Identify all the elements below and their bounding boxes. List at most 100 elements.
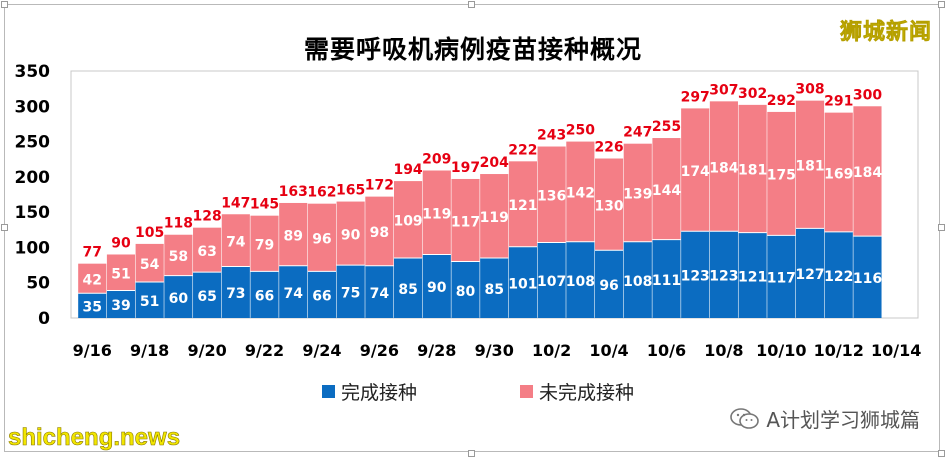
data-label-incomplete: 89 — [283, 228, 302, 244]
data-label-incomplete: 184 — [709, 160, 738, 176]
x-tick-label: 10/6 — [647, 341, 686, 360]
chart-legend: 完成接种 未完成接种 — [0, 378, 946, 404]
data-label-completed: 74 — [283, 286, 303, 302]
bar-incomplete — [480, 174, 509, 259]
y-tick-label: 200 — [15, 168, 51, 188]
y-tick-label: 250 — [15, 133, 51, 153]
data-label-total: 145 — [250, 197, 279, 213]
wechat-icon — [730, 407, 760, 429]
bar-completed — [394, 258, 423, 318]
data-label-incomplete: 119 — [422, 206, 451, 222]
bar-incomplete — [795, 100, 825, 229]
bar-completed — [709, 231, 738, 318]
data-label-completed: 111 — [652, 273, 681, 289]
data-label-completed: 90 — [427, 280, 447, 296]
resize-handle-top-right[interactable] — [938, 1, 945, 8]
bar-incomplete — [193, 227, 222, 273]
bar-incomplete — [394, 181, 423, 259]
bar-completed — [767, 235, 796, 318]
bar-incomplete — [537, 146, 566, 243]
data-label-completed: 117 — [767, 271, 796, 287]
data-label-completed: 116 — [853, 271, 882, 287]
data-label-total: 209 — [422, 152, 451, 168]
bar-incomplete — [738, 104, 767, 233]
wechat-account-name: A计划学习狮城篇 — [766, 408, 920, 432]
data-label-total: 118 — [164, 216, 193, 232]
source-watermark: shicheng.news — [8, 424, 181, 452]
resize-handle-top-mid[interactable] — [468, 1, 475, 8]
data-label-completed: 66 — [255, 289, 274, 305]
data-label-total: 226 — [594, 140, 623, 156]
bar-incomplete — [594, 158, 624, 251]
bar-completed — [135, 282, 164, 318]
data-label-total: 250 — [566, 123, 595, 139]
data-label-completed: 101 — [508, 276, 537, 292]
data-label-incomplete: 174 — [681, 164, 710, 180]
data-label-completed: 51 — [140, 294, 159, 310]
data-label-completed: 85 — [484, 282, 503, 298]
data-label-total: 172 — [365, 178, 394, 194]
bar-incomplete — [623, 143, 652, 242]
bar-completed — [738, 232, 767, 318]
legend-swatch-incomplete — [520, 385, 533, 398]
data-label-total: 90 — [111, 235, 131, 251]
x-tick-label: 10/14 — [871, 341, 921, 360]
data-label-completed: 96 — [599, 278, 618, 294]
bar-completed — [681, 231, 710, 318]
data-label-incomplete: 142 — [566, 186, 595, 202]
bar-completed — [795, 228, 825, 318]
data-label-completed: 66 — [312, 289, 331, 305]
resize-handle-top-left[interactable] — [1, 1, 8, 8]
bar-completed — [566, 241, 595, 318]
bar-completed — [594, 250, 624, 318]
x-tick-label: 9/22 — [245, 341, 284, 360]
bar-completed — [106, 290, 136, 318]
bar-completed — [508, 246, 537, 318]
data-label-incomplete: 79 — [255, 238, 274, 254]
data-label-incomplete: 119 — [480, 210, 509, 226]
bar-completed — [824, 231, 853, 318]
bar-completed — [279, 265, 308, 318]
bar-completed — [336, 265, 365, 318]
data-label-completed: 80 — [456, 284, 476, 300]
y-tick-label: 150 — [15, 203, 51, 223]
legend-label-completed: 完成接种 — [341, 382, 418, 404]
bar-completed — [221, 266, 250, 318]
data-label-completed: 75 — [341, 286, 360, 302]
resize-handle-bottom-right[interactable] — [938, 450, 945, 457]
x-tick-label: 10/2 — [532, 341, 571, 360]
bar-completed — [164, 275, 193, 318]
data-label-completed: 123 — [709, 269, 738, 285]
data-label-incomplete: 42 — [83, 272, 102, 288]
x-tick-label: 9/24 — [302, 341, 341, 360]
bar-completed — [652, 239, 681, 318]
bar-incomplete — [106, 254, 136, 291]
bar-incomplete — [709, 101, 738, 232]
x-tick-label: 9/16 — [73, 341, 112, 360]
data-label-incomplete: 63 — [197, 244, 216, 260]
bar-incomplete — [451, 178, 480, 262]
data-label-total: 308 — [795, 82, 824, 98]
resize-handle-bottom-mid[interactable] — [468, 450, 475, 457]
resize-handle-mid-left[interactable] — [1, 224, 8, 231]
bar-completed — [537, 242, 566, 318]
data-label-total: 302 — [738, 86, 767, 102]
y-tick-label: 50 — [26, 274, 50, 294]
bar-incomplete — [164, 234, 193, 276]
data-label-completed: 123 — [681, 269, 710, 285]
y-tick-label: 100 — [15, 238, 51, 258]
data-label-total: 297 — [681, 89, 710, 105]
x-tick-label: 9/28 — [417, 341, 456, 360]
bar-incomplete — [78, 263, 107, 294]
data-label-completed: 108 — [566, 274, 595, 290]
bar-completed — [307, 271, 337, 318]
data-label-incomplete: 90 — [341, 227, 361, 243]
x-tick-label: 10/8 — [704, 341, 743, 360]
data-label-incomplete: 51 — [111, 266, 130, 282]
chart-title: 需要呼吸机病例疫苗接种概况 — [303, 35, 642, 64]
resize-handle-mid-right[interactable] — [938, 224, 945, 231]
data-label-total: 292 — [767, 93, 796, 109]
data-label-incomplete: 175 — [767, 168, 796, 184]
data-label-total: 247 — [623, 125, 652, 141]
x-tick-label: 9/26 — [360, 341, 399, 360]
